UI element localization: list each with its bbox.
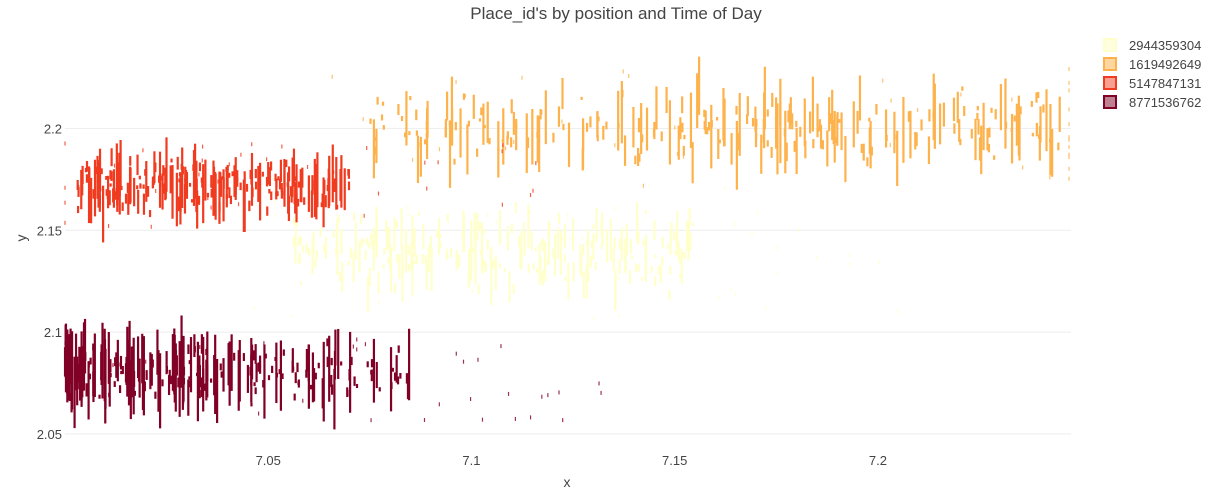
legend-item[interactable]: 5147847131: [1103, 76, 1201, 91]
legend-swatch: [1103, 76, 1117, 90]
legend-swatch: [1103, 38, 1117, 52]
legend-item[interactable]: 2944359304: [1103, 38, 1201, 53]
legend-label: 1619492649: [1129, 57, 1201, 72]
legend-item[interactable]: 1619492649: [1103, 57, 1201, 72]
y-axis-ticks: 2.05 2.1 2.15 2.2: [37, 121, 62, 441]
x-tick-label: 7.2: [869, 453, 887, 468]
legend-label: 8771536762: [1129, 95, 1201, 110]
legend-swatch: [1103, 57, 1117, 71]
x-tick-label: 7.05: [256, 453, 281, 468]
legend-swatch: [1103, 95, 1117, 109]
y-tick-label: 2.15: [37, 223, 62, 238]
x-tick-label: 7.15: [662, 453, 687, 468]
x-axis-ticks: 7.05 7.1 7.15 7.2: [256, 453, 887, 468]
y-axis-label: y: [13, 235, 29, 242]
legend: 2944359304 1619492649 5147847131 8771536762: [1103, 38, 1201, 110]
legend-label: 5147847131: [1129, 76, 1201, 91]
plot-marks: [63, 56, 1070, 430]
legend-label: 2944359304: [1129, 38, 1201, 53]
y-tick-label: 2.05: [37, 427, 62, 442]
series-5147847131: [64, 137, 537, 243]
series-2944359304: [253, 176, 899, 320]
legend-item[interactable]: 8771536762: [1103, 95, 1201, 110]
x-axis-label: x: [564, 474, 571, 490]
y-tick-label: 2.1: [44, 325, 62, 340]
series-8771536762: [63, 315, 602, 430]
x-tick-label: 7.1: [462, 453, 480, 468]
y-tick-label: 2.2: [44, 121, 62, 136]
chart-title: Place_id's by position and Time of Day: [470, 4, 762, 23]
series-1619492649: [331, 56, 1070, 190]
